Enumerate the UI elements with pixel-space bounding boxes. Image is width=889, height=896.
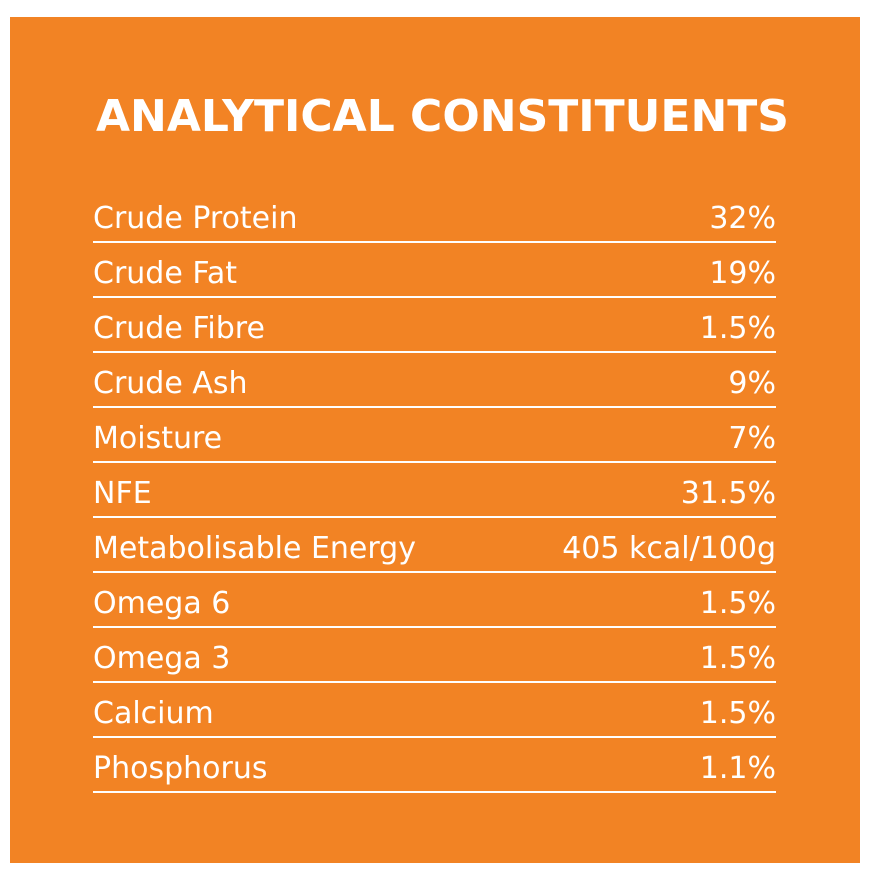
constituent-label: Crude Fibre (93, 311, 265, 346)
constituent-value: 405 kcal/100g (562, 531, 776, 566)
constituent-label: Omega 3 (93, 641, 231, 676)
constituent-value: 9% (728, 366, 776, 401)
constituent-value: 1.5% (699, 586, 776, 621)
constituent-value: 1.5% (699, 696, 776, 731)
constituent-value: 31.5% (680, 476, 776, 511)
constituent-label: Omega 6 (93, 586, 231, 621)
constituent-value: 1.5% (699, 641, 776, 676)
constituent-label: Moisture (93, 421, 223, 456)
constituents-panel: ANALYTICAL CONSTITUENTS Crude Protein 32… (10, 17, 860, 863)
constituent-row-crude-ash: Crude Ash 9% (93, 353, 776, 408)
constituent-row-crude-protein: Crude Protein 32% (93, 188, 776, 243)
constituent-row-omega-6: Omega 6 1.5% (93, 573, 776, 628)
constituent-value: 7% (728, 421, 776, 456)
constituent-row-phosphorus: Phosphorus 1.1% (93, 738, 776, 793)
constituent-label: Crude Protein (93, 201, 298, 236)
constituent-row-calcium: Calcium 1.5% (93, 683, 776, 738)
constituent-row-moisture: Moisture 7% (93, 408, 776, 463)
constituent-value: 1.1% (699, 751, 776, 786)
constituent-label: NFE (93, 476, 152, 511)
constituent-row-metabolisable-energy: Metabolisable Energy 405 kcal/100g (93, 518, 776, 573)
constituent-label: Calcium (93, 696, 214, 731)
constituent-label: Crude Fat (93, 256, 237, 291)
constituents-table: Crude Protein 32% Crude Fat 19% Crude Fi… (93, 188, 776, 793)
constituent-row-crude-fibre: Crude Fibre 1.5% (93, 298, 776, 353)
constituent-value: 1.5% (699, 311, 776, 346)
constituent-label: Phosphorus (93, 751, 268, 786)
constituent-value: 19% (709, 256, 776, 291)
panel-title: ANALYTICAL CONSTITUENTS (96, 91, 789, 142)
constituent-label: Crude Ash (93, 366, 248, 401)
constituent-row-nfe: NFE 31.5% (93, 463, 776, 518)
constituent-value: 32% (709, 201, 776, 236)
constituent-label: Metabolisable Energy (93, 531, 416, 566)
constituent-row-crude-fat: Crude Fat 19% (93, 243, 776, 298)
constituent-row-omega-3: Omega 3 1.5% (93, 628, 776, 683)
